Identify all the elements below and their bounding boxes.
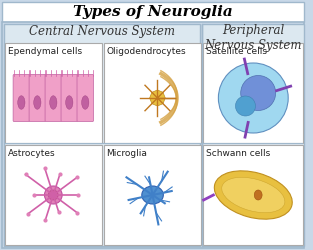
FancyBboxPatch shape: [61, 74, 78, 122]
Text: Peripheral
Nervous System: Peripheral Nervous System: [204, 24, 302, 52]
Ellipse shape: [142, 186, 163, 204]
Ellipse shape: [44, 186, 62, 204]
Ellipse shape: [50, 96, 57, 109]
Ellipse shape: [34, 96, 41, 109]
FancyBboxPatch shape: [4, 24, 199, 246]
FancyBboxPatch shape: [203, 24, 304, 246]
Ellipse shape: [18, 96, 25, 109]
FancyBboxPatch shape: [203, 145, 303, 245]
Text: Central Nervous System: Central Nervous System: [29, 26, 175, 38]
Text: Microglia: Microglia: [107, 149, 147, 158]
FancyBboxPatch shape: [5, 145, 102, 245]
Ellipse shape: [214, 171, 292, 219]
FancyBboxPatch shape: [2, 2, 304, 22]
FancyBboxPatch shape: [203, 43, 303, 143]
Text: Types of Neuroglia: Types of Neuroglia: [73, 5, 233, 19]
Ellipse shape: [49, 190, 58, 200]
Ellipse shape: [235, 96, 255, 116]
FancyBboxPatch shape: [13, 74, 30, 122]
FancyBboxPatch shape: [104, 145, 202, 245]
FancyBboxPatch shape: [77, 74, 94, 122]
Text: Oligodendrocytes: Oligodendrocytes: [107, 47, 186, 56]
FancyBboxPatch shape: [29, 74, 46, 122]
FancyBboxPatch shape: [45, 74, 62, 122]
Ellipse shape: [222, 177, 285, 213]
Text: Schwann cells: Schwann cells: [206, 149, 271, 158]
FancyBboxPatch shape: [5, 43, 102, 143]
FancyBboxPatch shape: [2, 22, 304, 248]
Text: Satellite cells: Satellite cells: [206, 47, 267, 56]
Ellipse shape: [218, 63, 288, 133]
FancyBboxPatch shape: [104, 43, 202, 143]
Ellipse shape: [66, 96, 73, 109]
Ellipse shape: [254, 190, 262, 200]
Text: Ependymal cells: Ependymal cells: [8, 47, 82, 56]
Ellipse shape: [241, 76, 276, 110]
Text: Astrocytes: Astrocytes: [8, 149, 55, 158]
Polygon shape: [150, 90, 165, 106]
Ellipse shape: [82, 96, 89, 109]
